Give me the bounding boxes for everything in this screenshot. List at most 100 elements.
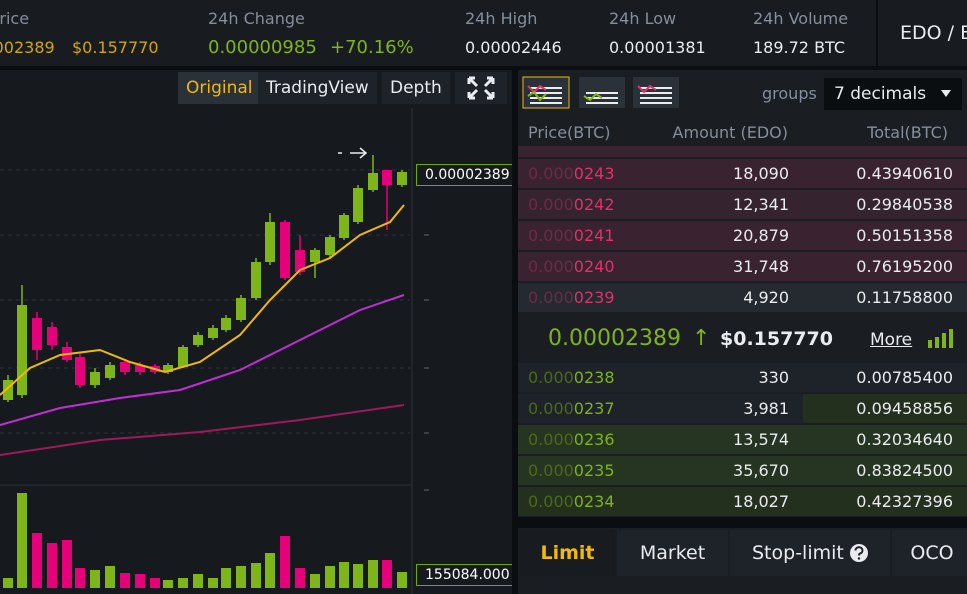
total: 0.43940610 bbox=[856, 164, 953, 183]
candle-body bbox=[221, 318, 231, 330]
volume-bar bbox=[17, 493, 27, 588]
fullscreen-button[interactable] bbox=[455, 72, 507, 104]
candle-body bbox=[251, 262, 261, 298]
candle-body bbox=[75, 357, 85, 385]
order-tab[interactable]: Market bbox=[617, 530, 728, 576]
moving-average bbox=[0, 404, 405, 456]
amount: 31,748 bbox=[733, 257, 789, 276]
volume-bar bbox=[353, 564, 363, 588]
groups-dropdown[interactable]: 7 decimals bbox=[824, 78, 962, 110]
chart-panel: Original TradingView Depth 0.00002389 15… bbox=[0, 70, 512, 594]
volume-bar bbox=[47, 543, 57, 588]
chart-tab[interactable]: Original bbox=[178, 72, 261, 104]
volume-bar bbox=[280, 536, 290, 588]
candle-body bbox=[265, 222, 275, 262]
amount: 12,341 bbox=[733, 195, 789, 214]
candle-body bbox=[163, 365, 173, 372]
chart-tab[interactable]: TradingView bbox=[258, 72, 377, 104]
last-price-usd: $0.157770 bbox=[72, 38, 159, 57]
low-value: 0.00001381 bbox=[609, 38, 706, 57]
volume-value: 189.72 BTC bbox=[753, 38, 846, 57]
high-value: 0.00002446 bbox=[465, 38, 562, 57]
candle-body bbox=[17, 305, 27, 395]
candle-body bbox=[280, 222, 290, 278]
price: 0.0000240 bbox=[528, 257, 615, 276]
price: 0.0000239 bbox=[528, 288, 615, 307]
amount: 330 bbox=[758, 368, 789, 387]
layout-buttons[interactable] bbox=[522, 76, 682, 110]
order-tab[interactable]: Limit bbox=[520, 530, 615, 576]
volume-bar bbox=[32, 533, 42, 588]
volume-bar bbox=[251, 563, 261, 588]
change-value: 0.00000985 bbox=[208, 37, 317, 58]
price: 0.0000238 bbox=[528, 368, 615, 387]
high-label: 24h High bbox=[465, 9, 538, 28]
candle-body bbox=[32, 318, 42, 350]
asks-row-bg bbox=[518, 221, 967, 250]
volume-bar bbox=[120, 573, 130, 588]
candle-body bbox=[310, 250, 320, 262]
bids-row-bg bbox=[518, 394, 967, 423]
total: 0.11758800 bbox=[856, 288, 953, 307]
price: 0.0000236 bbox=[528, 430, 615, 449]
book-last-price: 0.00002389 bbox=[548, 326, 681, 351]
price-direction: ↑ bbox=[692, 326, 711, 351]
help-icon[interactable] bbox=[849, 543, 869, 563]
asks-row-bg bbox=[518, 159, 967, 188]
volume-bar bbox=[135, 574, 145, 588]
more-link[interactable]: More bbox=[870, 330, 913, 350]
asks-row-bg bbox=[518, 283, 967, 312]
candle-body bbox=[178, 347, 188, 367]
volume-bar bbox=[105, 566, 115, 588]
amount: 35,670 bbox=[733, 461, 789, 480]
volume-bar bbox=[62, 540, 72, 588]
volume-bar bbox=[339, 562, 349, 588]
candle-body bbox=[135, 365, 145, 372]
candle-body bbox=[368, 173, 378, 190]
total: 0.29840538 bbox=[856, 195, 953, 214]
total: 0.76195200 bbox=[856, 257, 953, 276]
candle-body bbox=[353, 188, 363, 222]
price: 0.0000242 bbox=[528, 195, 615, 214]
candle-body bbox=[295, 250, 305, 272]
candle-body bbox=[90, 372, 100, 385]
groups-label: groups bbox=[762, 84, 817, 103]
price-label: Price bbox=[0, 9, 30, 28]
volume-bar bbox=[397, 572, 407, 588]
low-label: 24h Low bbox=[609, 9, 677, 28]
candlestick-chart bbox=[0, 108, 429, 594]
book-last-price-usd: $0.157770 bbox=[720, 328, 833, 350]
candle-body bbox=[339, 215, 349, 238]
chart-tab[interactable]: Depth bbox=[382, 72, 450, 104]
candle-body bbox=[208, 328, 218, 338]
ticker-header: Price 0.00002389 $0.157770 24h Change 0.… bbox=[0, 0, 967, 68]
amount: 13,574 bbox=[733, 430, 789, 449]
groups-value: 7 decimals bbox=[834, 84, 927, 104]
amount: 18,090 bbox=[733, 164, 789, 183]
volume-bar bbox=[236, 566, 246, 588]
volume-bar bbox=[265, 553, 275, 588]
candle-body bbox=[105, 365, 115, 378]
moving-average bbox=[0, 294, 405, 426]
divider bbox=[876, 0, 878, 66]
column-header: Price(BTC) bbox=[528, 123, 611, 142]
order-book: groups 7 decimals Price(BTC) Amount (EDO… bbox=[518, 70, 967, 517]
price: 0.0000234 bbox=[528, 492, 615, 511]
volume-bar bbox=[193, 574, 203, 588]
column-header: Total(BTC) bbox=[867, 123, 948, 142]
candle-body bbox=[382, 170, 392, 185]
volume-bar bbox=[150, 578, 160, 588]
price-tag: 0.00002389 bbox=[416, 164, 512, 186]
candle-body bbox=[397, 172, 407, 185]
pair-selector[interactable]: EDO / BTC bbox=[900, 22, 967, 44]
volume-bar bbox=[208, 578, 218, 588]
candle-body bbox=[3, 380, 13, 400]
change-label: 24h Change bbox=[208, 9, 305, 28]
order-tab[interactable]: OCO bbox=[892, 530, 967, 576]
volume-bar bbox=[368, 560, 378, 588]
amount: 3,981 bbox=[743, 399, 789, 418]
price: 0.0000243 bbox=[528, 164, 615, 183]
volume-bar bbox=[90, 570, 100, 588]
candle-body bbox=[193, 335, 203, 345]
